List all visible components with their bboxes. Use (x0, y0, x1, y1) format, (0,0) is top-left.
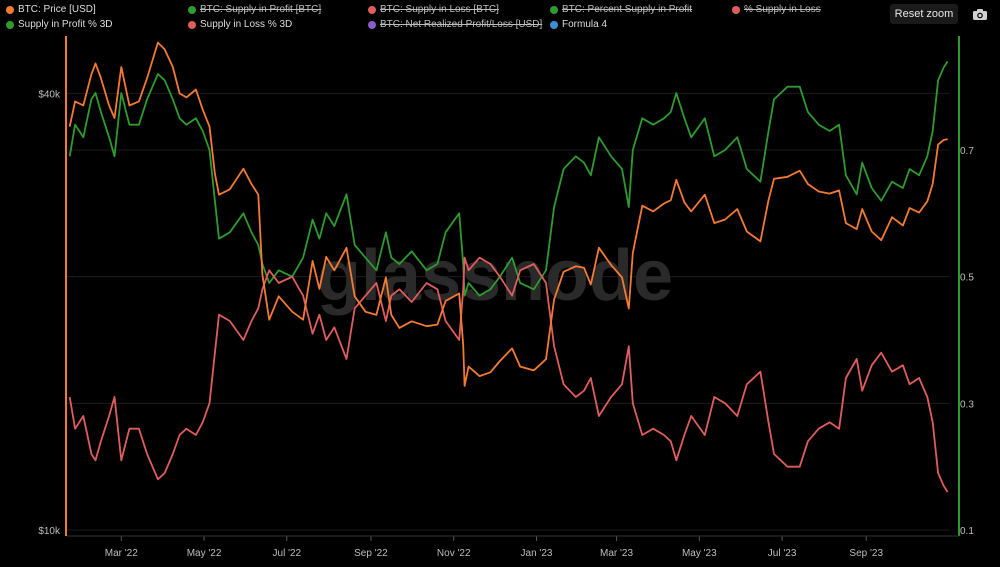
x-tick-label: Sep '22 (354, 548, 388, 559)
x-tick-label: Jul '22 (273, 548, 302, 559)
legend-label: Supply in Profit % 3D (18, 19, 113, 30)
y-left-tick-label: $10k (38, 526, 61, 537)
legend-dot-icon (6, 5, 14, 14)
legend-dot-icon (368, 5, 376, 14)
legend-label: BTC: Supply in Loss [BTC] (380, 4, 499, 15)
x-tick-label: Mar '23 (600, 548, 633, 559)
y-right-tick-label: 0.7 (960, 146, 974, 157)
legend-dot-icon (188, 20, 196, 29)
y-right-tick-label: 0.3 (960, 399, 974, 410)
reset-zoom-button[interactable]: Reset zoom (890, 4, 958, 24)
legend-label: BTC: Price [USD] (18, 4, 96, 15)
legend-dot-icon (550, 20, 558, 29)
legend-item[interactable]: Formula 4 (550, 19, 607, 30)
legend-label: % Supply in Loss (744, 4, 821, 15)
chart-legend: BTC: Price [USD] BTC: Supply in Profit [B… (0, 0, 880, 40)
axes: 0.1 0.3 0.5 0.7 $10k $40k Mar '22 May '22 Jul '2… (38, 36, 974, 559)
series-lines (68, 41, 949, 493)
y-left-tick-label: $40k (38, 89, 61, 100)
watermark: glassnode (317, 236, 673, 316)
camera-icon (973, 8, 987, 20)
legend-dot-icon (368, 20, 376, 29)
legend-dot-icon (6, 20, 14, 29)
x-tick-label: Sep '23 (849, 548, 883, 559)
legend-item[interactable]: BTC: Supply in Profit [BTC] (188, 4, 321, 15)
x-tick-label: May '23 (682, 548, 717, 559)
legend-item[interactable]: BTC: Supply in Loss [BTC] (368, 4, 499, 15)
legend-dot-icon (732, 5, 740, 14)
x-tick-label: Nov '22 (437, 548, 471, 559)
legend-label: BTC: Percent Supply in Profit (562, 4, 693, 15)
legend-label: Formula 4 (562, 19, 608, 30)
legend-label: BTC: Net Realized Profit/Loss [USD] (380, 19, 543, 30)
legend-dot-icon (188, 5, 196, 14)
series-line-1 (68, 60, 949, 297)
grid-lines (67, 92, 949, 531)
series-line-0 (68, 41, 948, 387)
legend-item[interactable]: BTC: Percent Supply in Profit (550, 4, 692, 15)
reset-zoom-label: Reset zoom (894, 8, 954, 20)
legend-dot-icon (550, 5, 558, 14)
y-right-tick-label: 0.1 (960, 526, 974, 537)
x-tick-label: Jul '23 (768, 548, 797, 559)
y-right-tick-label: 0.5 (960, 273, 974, 284)
camera-button[interactable] (966, 4, 994, 24)
series-line-2 (68, 256, 949, 493)
legend-label: BTC: Supply in Profit [BTC] (200, 4, 322, 15)
legend-item[interactable]: Supply in Loss % 3D (188, 19, 292, 30)
x-tick-label: Jan '23 (521, 548, 553, 559)
legend-item[interactable]: % Supply in Loss (732, 4, 821, 15)
x-tick-label: Mar '22 (105, 548, 138, 559)
x-tick-label: May '22 (187, 548, 222, 559)
legend-item[interactable]: BTC: Price [USD] (6, 4, 96, 15)
legend-item[interactable]: Supply in Profit % 3D (6, 19, 113, 30)
legend-label: Supply in Loss % 3D (200, 19, 293, 30)
legend-item[interactable]: BTC: Net Realized Profit/Loss [USD] (368, 19, 542, 30)
